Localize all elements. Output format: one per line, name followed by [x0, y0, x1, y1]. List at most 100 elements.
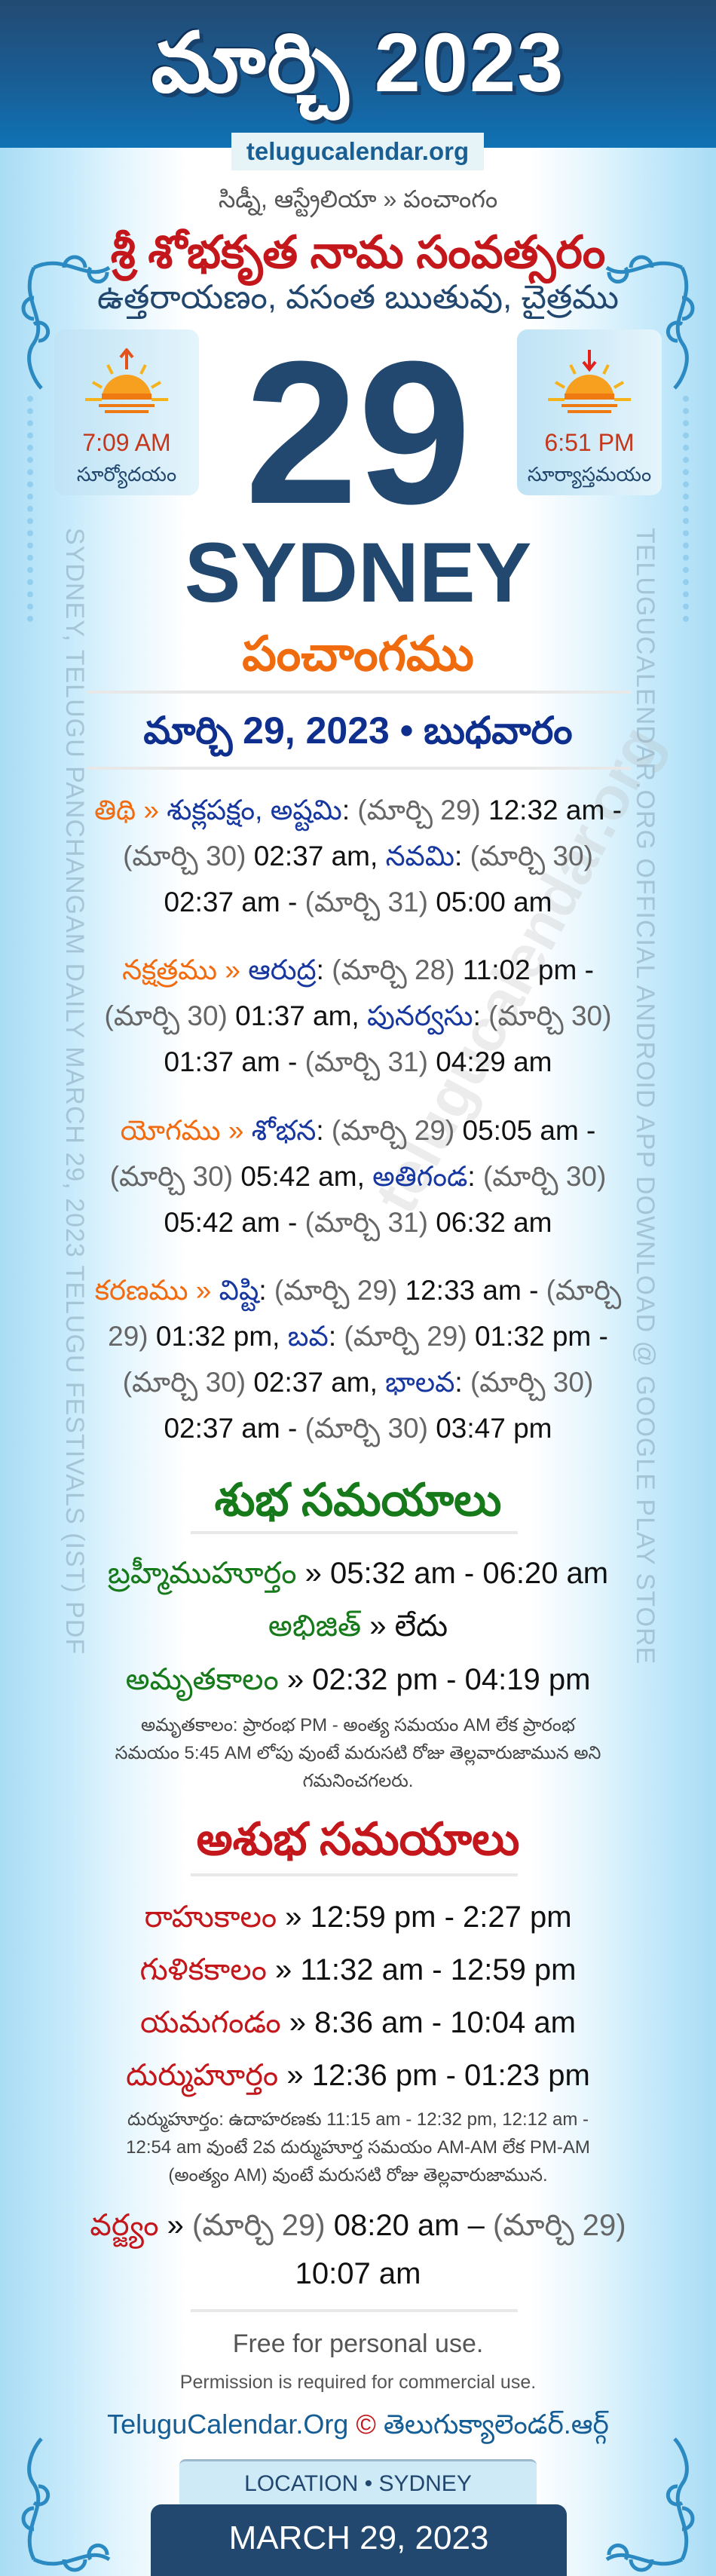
entry-time: :	[473, 1000, 489, 1031]
site-link[interactable]: telugucalendar.org	[231, 133, 484, 170]
entry-date: (మార్చి 29)	[331, 1115, 463, 1146]
tithi-entry: తిథి » శుక్లపక్షం, అష్టమి: (మార్చి 29) 1…	[87, 787, 629, 925]
ornament-top-right-icon	[605, 255, 695, 390]
entry-time: 01:37 am,	[235, 1000, 367, 1031]
row-label: అభిజిత్	[268, 1610, 362, 1643]
entry-date: (మార్చి 30)	[109, 1161, 241, 1192]
free-use-text: Free for personal use.	[232, 2329, 484, 2358]
abhijit-row: అభిజిత్ » లేదు	[268, 1610, 448, 1643]
entry-date: (మార్చి 30)	[482, 1161, 607, 1192]
entry-name: విష్టి	[219, 1275, 259, 1306]
entry-time: 02:37 am -	[164, 887, 305, 917]
ornament-top-left-icon	[21, 255, 111, 390]
sunset-card: 6:51 PM సూర్యాస్తమయం	[517, 329, 662, 495]
entry-time: :	[454, 841, 470, 871]
entry-label: తిథి »	[94, 795, 167, 825]
row-value: 12:36 pm - 01:23 pm	[311, 2059, 590, 2092]
copyright-icon: ©	[356, 2409, 376, 2440]
sunset-time: 6:51 PM	[544, 429, 635, 456]
entry-time: 12:32 am -	[488, 795, 622, 825]
entry-date: (మార్చి 30)	[104, 1000, 236, 1031]
sunrise-time: 7:09 AM	[82, 429, 171, 456]
entry-time: 05:42 am -	[164, 1207, 305, 1238]
sunrise-icon	[85, 347, 168, 413]
entry-time: 02:37 am -	[164, 1413, 305, 1444]
entry-label: నక్షత్రము »	[122, 954, 249, 985]
entry-time: :	[259, 1275, 274, 1306]
permission-text: Permission is required for commercial us…	[179, 2372, 537, 2393]
entry-time: 11:02 pm -	[462, 954, 594, 985]
row-value: 8:36 am - 10:04 am	[314, 2006, 576, 2039]
entry-time: 02:37 am,	[253, 1367, 386, 1398]
entry-time: :	[328, 1321, 344, 1352]
yogam-entry: యోగము » శోభన: (మార్చి 29) 05:05 am - (మా…	[87, 1107, 629, 1245]
sunrise-label: సూర్యోదయం	[76, 463, 177, 485]
entry-date: (మార్చి 29)	[344, 1321, 475, 1352]
rahu-kalam-row: రాహుకాలం » 12:59 pm - 2:27 pm	[144, 1901, 572, 1934]
entry-name: ఆరుద్ర	[248, 954, 317, 985]
entry-time: 03:47 pm	[436, 1413, 552, 1444]
entry-date: (మార్చి 30)	[470, 841, 593, 871]
entry-date: (మార్చి 30)	[304, 1413, 436, 1444]
entry-date: (మార్చి 31)	[304, 887, 436, 917]
end-date: (మార్చి 29)	[493, 2209, 626, 2242]
entry-date: (మార్చి 30)	[122, 1367, 254, 1398]
samvatsaram-title: శ్రీ శోభకృత నామ సంవత్సరం	[110, 227, 606, 277]
entry-date: (మార్చి 30)	[123, 841, 254, 871]
location-breadcrumb: సిడ్నీ, ఆస్ట్రేలియా » పంచాంగం	[218, 185, 498, 213]
entry-time: 05:00 am	[436, 887, 552, 917]
entry-time: :	[454, 1367, 470, 1398]
row-value: 05:32 am - 06:20 am	[330, 1557, 609, 1590]
entry-time: 02:37 am,	[253, 841, 386, 871]
entry-time: 01:32 pm,	[155, 1321, 288, 1352]
row-value: లేదు	[394, 1610, 448, 1643]
divider	[191, 2309, 518, 2312]
entry-time: 12:33 am -	[405, 1275, 546, 1306]
divider	[87, 691, 632, 694]
entry-date: (మార్చి 30)	[470, 1367, 594, 1398]
entry-name: శుక్లపక్షం, అష్టమి	[167, 795, 342, 825]
brahma-muhurtham-row: బ్రహ్మీముహూర్తం » 05:32 am - 06:20 am	[107, 1557, 609, 1590]
entry-date: (మార్చి 28)	[332, 954, 463, 985]
date-bar: MARCH 29, 2023	[151, 2504, 567, 2576]
entry-time: :	[316, 1115, 332, 1146]
row-label: గుళికకాలం	[139, 1953, 267, 1986]
nakshatram-entry: నక్షత్రము » ఆరుద్ర: (మార్చి 28) 11:02 pm…	[87, 947, 629, 1085]
entry-date: (మార్చి 31)	[304, 1207, 436, 1238]
row-label: బ్రహ్మీముహూర్తం	[107, 1557, 297, 1590]
entry-name: అతిగండ	[372, 1161, 468, 1192]
varjyam-row: వర్జ్యం » (మార్చి 29) 08:20 am – (మార్చి…	[90, 2209, 626, 2290]
entry-label: యోగము »	[120, 1115, 252, 1146]
row-value: 12:59 pm - 2:27 pm	[310, 1901, 572, 1934]
yamagandam-row: యమగండం » 8:36 am - 10:04 am	[140, 2006, 576, 2039]
entry-time: 06:32 am	[436, 1207, 552, 1238]
entry-label: కరణము »	[94, 1275, 219, 1306]
entry-name: బవ	[287, 1321, 329, 1352]
entry-date: (మార్చి 29)	[357, 795, 489, 825]
location-tab: LOCATION • SYDNEY	[179, 2459, 537, 2506]
day-number: 29	[244, 320, 472, 547]
city-name: SYDNEY	[184, 525, 532, 620]
durmuhurtham-note: దుర్ముహూర్తం: ఉదాహరణకు 11:15 am - 12:32 …	[126, 2109, 590, 2185]
divider	[87, 767, 632, 770]
entry-date: (మార్చి 31)	[304, 1046, 436, 1077]
divider	[191, 1531, 518, 1534]
row-label: వర్జ్యం	[90, 2209, 159, 2242]
ashubha-heading: అశుభ సమయాలు	[196, 1814, 520, 1864]
entry-date: (మార్చి 29)	[108, 1275, 622, 1352]
entry-date: (మార్చి 29)	[274, 1275, 405, 1306]
entry-time: :	[341, 795, 358, 825]
entry-time: 01:32 pm -	[474, 1321, 608, 1352]
row-value: 02:32 pm - 04:19 pm	[312, 1663, 591, 1696]
karanam-entry: కరణము » విష్టి: (మార్చి 29) 12:33 am - (…	[87, 1267, 629, 1451]
entry-time: 05:42 am,	[240, 1161, 373, 1192]
ornament-bottom-left-icon	[21, 2437, 111, 2572]
brand-link[interactable]: TeluguCalendar.Org	[107, 2409, 349, 2440]
sunrise-card: 7:09 AM సూర్యోదయం	[54, 329, 199, 495]
entry-name: భాలవ	[385, 1367, 455, 1398]
start-time: 08:20 am –	[333, 2209, 485, 2242]
brand-telugu: తెలుగుక్యాలెండర్.ఆర్గ్	[383, 2409, 609, 2440]
date-weekday-line: మార్చి 29, 2023 • బుధవారం	[143, 709, 573, 752]
dotted-decoration-left	[27, 396, 33, 622]
sunset-label: సూర్యాస్తమయం	[527, 463, 652, 485]
